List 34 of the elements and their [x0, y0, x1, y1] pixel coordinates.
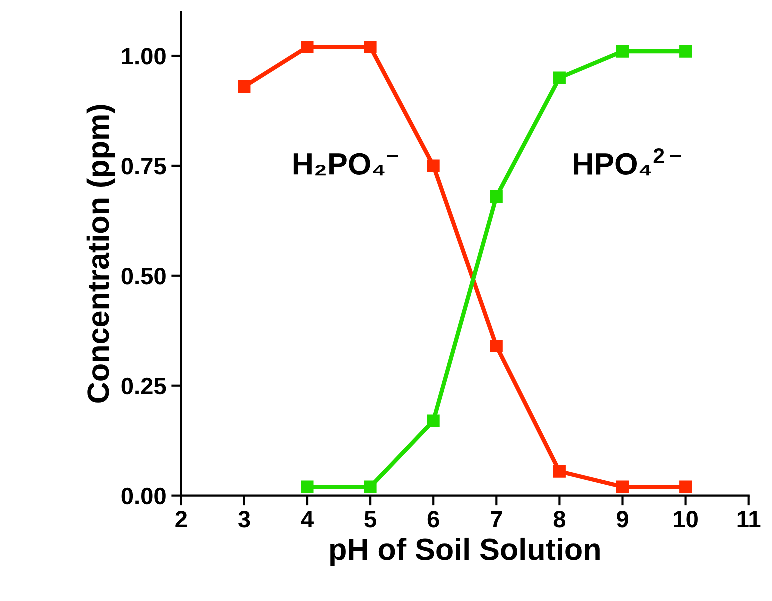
y-tick-label: 1.00 [122, 48, 166, 65]
x-tick-label: 9 [617, 511, 628, 528]
x-tick-label: 7 [491, 511, 502, 528]
point [427, 414, 440, 428]
x-tick-label: 4 [301, 511, 314, 528]
point [680, 45, 692, 58]
y-tick-label: 0.50 [122, 268, 166, 285]
point [364, 480, 377, 494]
x-tick-label: 8 [554, 511, 566, 528]
y-tick-label: 0.00 [122, 488, 166, 505]
point [616, 45, 629, 58]
series-label: H₂PO₄$^{−}$ [294, 153, 398, 176]
point [616, 480, 629, 494]
y-tick-label: 0.75 [122, 158, 166, 175]
x-axis-title: pH of Soil Solution [330, 538, 600, 566]
x-tick-label: 2 [176, 511, 188, 528]
point [301, 40, 314, 54]
x-tick-label: 6 [428, 511, 440, 528]
point [680, 480, 692, 494]
point [553, 465, 566, 478]
point [490, 190, 503, 203]
point [364, 40, 377, 54]
series-label: HPO₄$^{2−}$ [574, 148, 682, 176]
y-axis-title: Concentration (ppm) [86, 105, 116, 403]
point [238, 80, 251, 94]
x-tick-label: 5 [364, 511, 376, 528]
x-tick-label: 3 [238, 511, 250, 528]
y-tick-label: 0.25 [122, 378, 166, 395]
point [301, 480, 314, 494]
point [553, 72, 566, 84]
x-tick-label: 11 [738, 511, 761, 528]
point [490, 340, 503, 353]
x-tick-label: 10 [674, 511, 698, 528]
point [427, 160, 440, 172]
